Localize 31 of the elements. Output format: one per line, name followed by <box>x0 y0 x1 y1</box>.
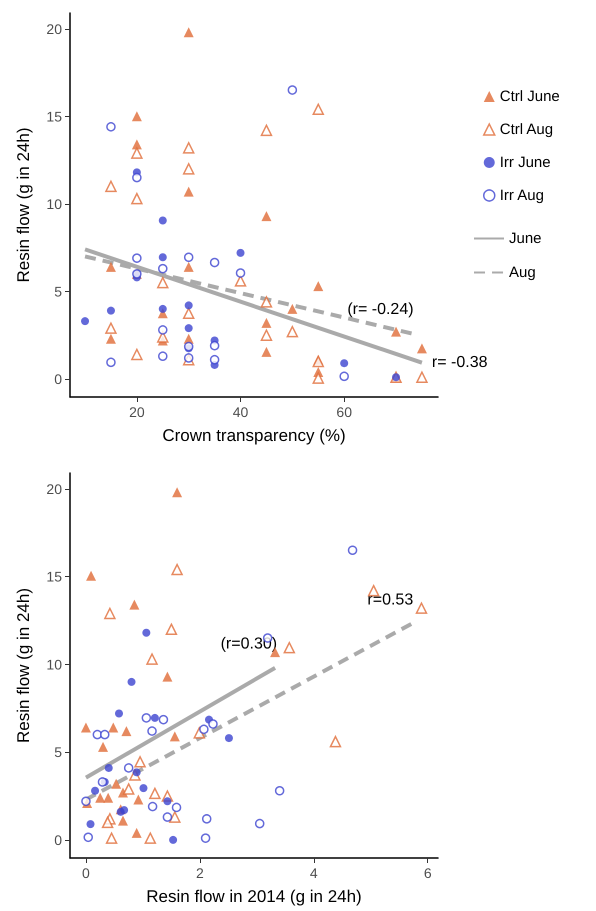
x-tick-label: 60 <box>336 404 352 420</box>
x-tick-label: 0 <box>82 865 90 881</box>
y-tick-label: 15 <box>46 568 62 585</box>
x-tick-label: 2 <box>196 865 204 881</box>
legend-label: Irr Aug <box>500 187 544 204</box>
y-tick-label: 0 <box>54 370 62 387</box>
y-tick-label: 15 <box>46 108 62 124</box>
x-tick-label: 4 <box>310 865 318 881</box>
legend-label: Ctrl Aug <box>500 121 554 138</box>
annotation: r= -0.38 <box>432 354 488 372</box>
y-axis-title: Resin flow (g in 24h) <box>14 128 33 282</box>
x-tick-label: 20 <box>129 404 145 420</box>
y-tick-label: 5 <box>54 744 62 760</box>
y-tick-label: 20 <box>46 480 62 497</box>
x-tick-label: 40 <box>232 404 249 420</box>
y-axis-title: Resin flow (g in 24h) <box>14 588 33 743</box>
annotation: (r= -0.24) <box>347 300 414 318</box>
y-tick-label: 10 <box>46 656 62 672</box>
y-tick-label: 5 <box>54 283 62 300</box>
x-tick-label: 6 <box>424 865 432 881</box>
legend-label: Ctrl June <box>500 88 560 105</box>
legend-label: Irr June <box>500 154 551 171</box>
annotation: r=0.53 <box>367 591 414 608</box>
y-tick-label: 0 <box>54 832 62 848</box>
y-tick-label: 10 <box>46 196 62 212</box>
x-axis-title: Resin flow in 2014 (g in 24h) <box>146 887 362 906</box>
legend-label: June <box>509 230 542 247</box>
y-tick-label: 20 <box>46 20 62 37</box>
annotation: (r=0.30) <box>220 635 278 652</box>
x-axis-title: Crown transparency (%) <box>162 426 346 445</box>
legend-label: Aug <box>509 264 536 281</box>
